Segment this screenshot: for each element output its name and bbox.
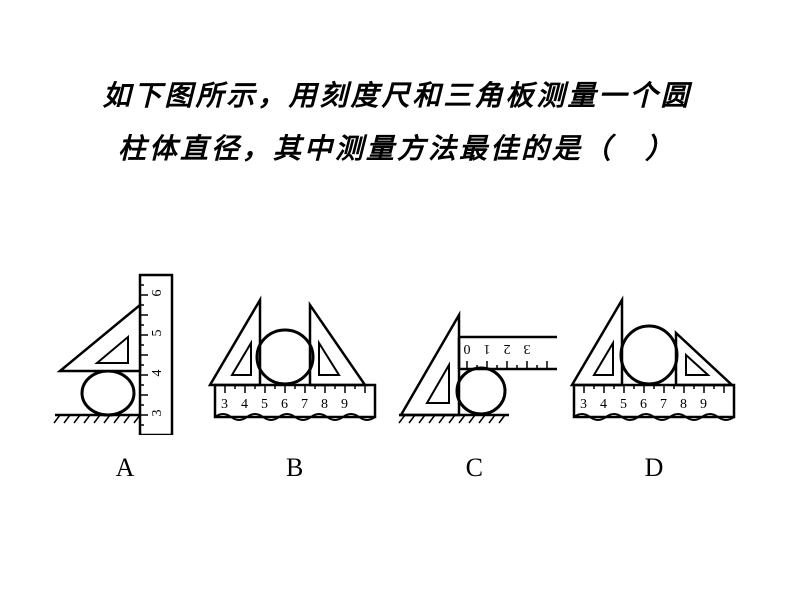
ruler-num: 9: [341, 397, 348, 412]
label-A: A: [116, 453, 135, 483]
ruler-num: 3: [150, 410, 165, 417]
diagram-C: 0 1 2 3: [389, 285, 559, 435]
question-line-2: 柱体直径，其中测量方法最佳的是（ ）: [118, 134, 676, 165]
ruler-num: 0: [464, 341, 471, 356]
ruler-num: 2: [504, 341, 511, 356]
ruler-num: 4: [600, 397, 607, 412]
ruler-num: 3: [221, 397, 228, 412]
option-A: 3 4 5 6 A: [50, 255, 200, 483]
option-C: 0 1 2 3 C: [389, 285, 559, 483]
ruler-num: 5: [261, 397, 268, 412]
option-D: 3 4 5 6 7 8 9 D: [564, 285, 744, 483]
ruler-num: 6: [150, 290, 165, 297]
ruler-num: 8: [321, 397, 328, 412]
diagram-row: 3 4 5 6 A: [50, 255, 744, 483]
ruler-num: 6: [640, 397, 647, 412]
option-B: 3 4 5 6 7 8 9 B: [205, 285, 385, 483]
ruler-num: 3: [580, 397, 587, 412]
ruler-num: 4: [241, 397, 248, 412]
question-line-1: 如下图所示，用刻度尺和三角板测量一个圆: [102, 81, 691, 112]
diagram-A: 3 4 5 6: [50, 255, 200, 435]
ruler-num: 5: [150, 330, 165, 337]
ruler-num: 1: [484, 341, 491, 356]
question-text: 如下图所示，用刻度尺和三角板测量一个圆 柱体直径，其中测量方法最佳的是（ ）: [90, 70, 704, 176]
label-D: D: [645, 453, 664, 483]
ruler-num: 7: [660, 397, 667, 412]
ruler-num: 5: [620, 397, 627, 412]
diagram-B: 3 4 5 6 7 8 9: [205, 285, 385, 435]
ruler-num: 9: [700, 397, 707, 412]
ruler-num: 3: [524, 341, 531, 356]
ruler-num: 7: [301, 397, 308, 412]
label-B: B: [286, 453, 303, 483]
diagram-D: 3 4 5 6 7 8 9: [564, 285, 744, 435]
ruler-num: 6: [281, 397, 288, 412]
ruler-num: 8: [680, 397, 687, 412]
label-C: C: [466, 453, 483, 483]
ruler-num: 4: [150, 370, 165, 377]
